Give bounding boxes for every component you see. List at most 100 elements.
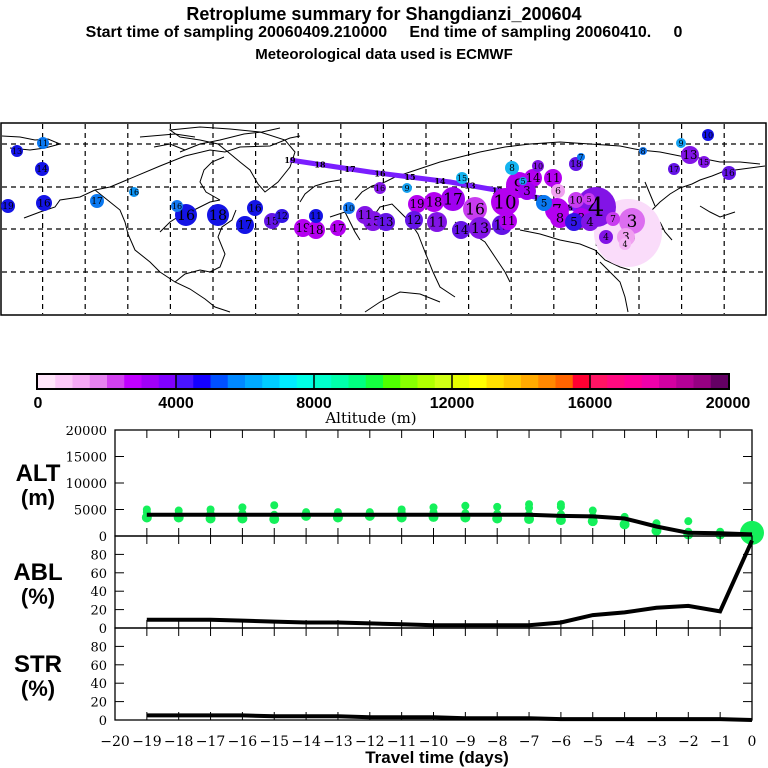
cluster-label: 6 <box>555 187 561 197</box>
colorbar-cell <box>590 375 608 388</box>
cluster-label: 5 <box>541 198 548 210</box>
cluster-label: 11 <box>310 212 322 222</box>
cluster-marker: 5 <box>565 213 583 231</box>
cluster-label: 18 <box>426 196 443 211</box>
cluster-circle <box>408 195 426 213</box>
altitude-scatter-point <box>142 505 151 514</box>
colorbar-cell <box>572 375 591 388</box>
cluster-marker: 16 <box>374 182 386 194</box>
altitude-colorbar: 0 4000 8000 12000 16000 20000 Altitude (m) <box>34 373 750 426</box>
cluster-label: 8 <box>509 164 515 174</box>
cluster-marker: 14 <box>35 162 49 176</box>
cluster-label: 13 <box>12 147 22 156</box>
cluster-circle <box>427 212 447 232</box>
cluster-label: 8 <box>556 212 564 227</box>
x-tick-label: −8 <box>487 734 508 750</box>
cluster-marker: 9 <box>676 138 686 148</box>
series-line <box>146 512 753 537</box>
colorbar-cell <box>555 375 574 388</box>
cluster-circle <box>356 206 374 224</box>
x-tick-label: −2 <box>678 734 699 750</box>
cluster-label: 17 <box>443 190 463 208</box>
cluster-marker: 14 <box>452 221 470 239</box>
cluster-marker: 11 <box>356 206 374 224</box>
cluster-circle <box>544 169 562 187</box>
altitude-scatter-point <box>397 505 406 514</box>
cluster-label: 16 <box>172 202 182 211</box>
y-tick-label: 80 <box>90 640 107 655</box>
cluster-marker: 3 <box>518 182 536 200</box>
cluster-label: 10 <box>569 195 582 207</box>
cluster-label: 16 <box>723 169 735 179</box>
cluster-marker: 15 <box>698 156 710 168</box>
x-tick-label: −13 <box>323 734 353 750</box>
cluster-circle <box>236 216 254 234</box>
panel-ylabel-unit: (m) <box>21 485 55 510</box>
colorbar-cell <box>314 375 332 388</box>
colorbar-cell <box>331 375 349 388</box>
cluster-marker: 7 <box>577 153 585 162</box>
cluster-marker: 19 <box>408 195 426 213</box>
cluster-marker: 4 <box>581 213 599 231</box>
cluster-marker: 11 <box>37 137 49 149</box>
cluster-label: 5 <box>586 195 591 204</box>
y-tick-label: 20 <box>90 696 107 711</box>
page-title: Retroplume summary for Shangdianzi_20060… <box>186 4 582 24</box>
colorbar-tick-label: 16000 <box>568 395 613 412</box>
cluster-circle <box>37 137 49 149</box>
colorbar-frame <box>36 373 730 390</box>
cluster-label: 19 <box>296 221 311 235</box>
cluster-label: 16 <box>248 203 261 215</box>
cluster-label: 11 <box>429 216 446 231</box>
altitude-scatter-point <box>619 519 630 530</box>
colorbar-cell <box>245 375 263 388</box>
retroplume-map: 191817161514131211109876543 341093171671… <box>0 122 767 316</box>
cluster-label: 17 <box>91 197 103 207</box>
cluster-circle <box>456 172 468 184</box>
cluster-circle <box>606 212 620 226</box>
cluster-circle <box>676 138 686 148</box>
cluster-marker: 16 <box>36 195 52 211</box>
cluster-label: 12 <box>407 213 422 227</box>
cluster-label: 7 <box>610 215 616 225</box>
colorbar-cell <box>417 375 436 388</box>
colorbar-cell <box>503 375 522 388</box>
x-tick-label: −3 <box>646 734 667 750</box>
cluster-label: 16 <box>375 184 385 193</box>
cluster-label: 3 <box>622 230 629 244</box>
cluster-marker: 4 <box>619 238 631 250</box>
colorbar-cell <box>279 375 298 388</box>
alt-panel: 0 5000 10000 15000 20000 ALT(m) <box>16 426 764 545</box>
track-label: 15 <box>404 172 415 182</box>
cluster-label: 11 <box>38 139 48 148</box>
cluster-marker: 12 <box>275 209 289 223</box>
cluster-circle <box>681 146 699 164</box>
x-tick-label: −19 <box>132 734 162 750</box>
cluster-label: 19 <box>410 197 425 211</box>
cluster-circle <box>532 160 544 172</box>
altitude-scatter-point <box>588 506 597 515</box>
cluster-circle <box>207 204 229 226</box>
cluster-circle <box>577 153 585 161</box>
panel-frame <box>114 627 753 721</box>
cluster-circle <box>90 194 104 208</box>
colorbar-cell <box>72 375 91 388</box>
x-tick-label: −11 <box>387 734 417 750</box>
cluster-label: 4 <box>586 215 593 229</box>
cluster-marker: 8 <box>505 161 519 175</box>
cluster-marker: 11 <box>309 209 323 223</box>
cluster-circle <box>499 212 517 230</box>
colorbar-cell <box>710 375 729 388</box>
cluster-marker: 16 <box>722 166 736 180</box>
colorbar-tick-label: 0 <box>34 395 43 412</box>
altitude-scatter-point <box>461 501 470 510</box>
cluster-label: 13 <box>379 215 394 229</box>
cluster-label: 9 <box>404 184 409 193</box>
cluster-label: 15 <box>265 216 278 228</box>
cluster-label: 4 <box>603 233 609 243</box>
cluster-circle <box>11 145 23 157</box>
y-tick-label: 60 <box>90 567 107 582</box>
colorbar-cell <box>538 375 556 388</box>
cluster-circle <box>424 192 444 212</box>
y-tick-label: 20000 <box>66 426 107 439</box>
